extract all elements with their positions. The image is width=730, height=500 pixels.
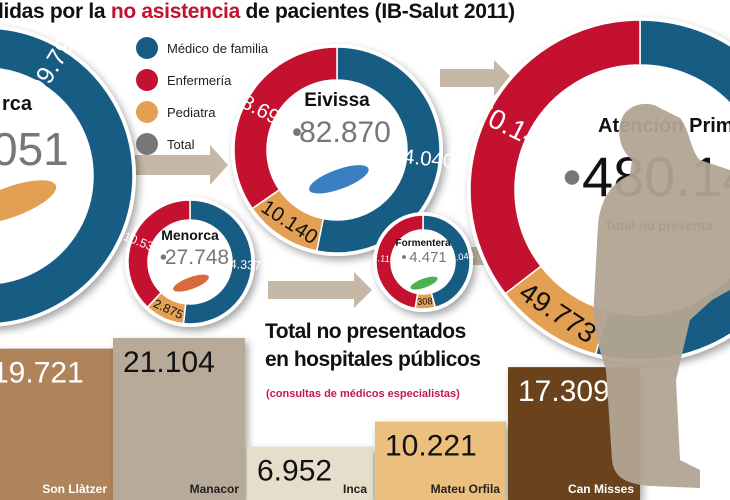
- bar-category-label: Mateu Orfila: [431, 482, 501, 496]
- total-dot: [564, 170, 580, 185]
- bar-value-label: 6.952: [257, 455, 332, 488]
- donut-name: rca: [2, 93, 33, 115]
- island-map: [173, 274, 209, 292]
- bar-category-label: Can Misses: [568, 482, 634, 496]
- segment-label: 14.337: [223, 257, 262, 273]
- donut-segment: [233, 46, 338, 210]
- donut-total: 27.748: [165, 246, 229, 269]
- donut-name: Eivissa: [304, 90, 370, 111]
- segment-label: 308: [417, 296, 433, 307]
- bar: [375, 421, 506, 500]
- legend-item-total: Total: [136, 128, 268, 160]
- hospitals-subtitle: (consultas de médicos especialistas): [266, 388, 460, 400]
- legend-item-enfermeria: Enfermería: [136, 64, 268, 96]
- arrow-icon: [440, 60, 512, 96]
- donut-total: 051: [0, 123, 69, 175]
- person-silhouette: [593, 103, 730, 488]
- bar: [113, 338, 245, 500]
- arrow-icon: [268, 272, 372, 308]
- bar-value-label: 17.309: [518, 375, 610, 408]
- segment-label: 2.048: [450, 250, 474, 263]
- page-title: lidas por la no asistencia de pacientes …: [0, 0, 515, 23]
- legend-label: Enfermería: [167, 72, 232, 88]
- total-dot: [402, 255, 406, 259]
- hospital-bars: 19.721 Son Llàtzer 21.104 Manacor 6.952 Inca 1…: [0, 338, 640, 500]
- donut-segment: [375, 214, 424, 310]
- total-dot: [293, 128, 301, 137]
- legend-item-pediatra: Pediatra: [136, 96, 268, 128]
- donut-name: Menorca: [161, 227, 219, 243]
- donut-segment: [315, 46, 441, 254]
- total-dot: [160, 254, 167, 260]
- island-map: [309, 165, 369, 194]
- segment-label: 2.115: [372, 253, 395, 265]
- island-map: [0, 180, 57, 225]
- legend-label: Médico de familia: [167, 40, 269, 56]
- donut-total: 4.471: [409, 249, 447, 266]
- bar-category-label: Inca: [343, 482, 367, 496]
- legend-swatch: [136, 101, 158, 123]
- legend-label: Total: [167, 136, 195, 152]
- arrow-icon: [128, 145, 228, 185]
- hospitals-title: Total no presentados en hospitales públic…: [265, 320, 481, 371]
- bar: [0, 348, 113, 500]
- bar: [247, 446, 373, 500]
- bar-value-label: 19.721: [0, 357, 84, 390]
- bar-category-label: Manacor: [190, 482, 240, 496]
- donut-total: 82.870: [299, 116, 391, 149]
- donut-segment: [127, 199, 191, 309]
- bar-value-label: 10.221: [385, 430, 477, 463]
- donut-name: Formentera: [395, 238, 450, 249]
- bar-value-label: 21.104: [123, 346, 215, 379]
- donut-segment: [469, 19, 641, 295]
- legend-item-medico: Médico de familia: [136, 32, 268, 64]
- legend-swatch: [136, 69, 158, 91]
- legend-label: Pediatra: [167, 104, 216, 120]
- bar-category-label: Son Llàtzer: [42, 482, 107, 496]
- legend-swatch: [136, 37, 158, 59]
- island-map: [410, 276, 438, 290]
- legend: Médico de familia Enfermería Pediatra To…: [136, 32, 268, 160]
- donut-segment: [182, 199, 253, 325]
- legend-swatch: [136, 133, 158, 155]
- donut-segment: [0, 28, 134, 324]
